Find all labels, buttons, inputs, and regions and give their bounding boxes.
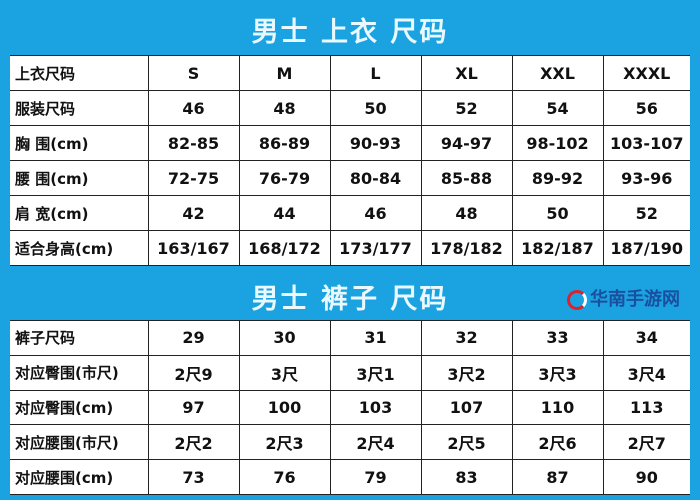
table-row: 裤子尺码 29 30 31 32 33 34 [10, 320, 690, 356]
table-cell: 100 [238, 389, 331, 426]
table-cell: 80-84 [329, 160, 422, 196]
table-cell: 76 [238, 459, 331, 495]
table-cell: 54 [511, 90, 604, 126]
table-cell: 187/190 [602, 230, 690, 266]
table-cell: 98-102 [511, 125, 604, 161]
table-cell: 3尺4 [602, 354, 690, 391]
table-cell: 50 [511, 195, 604, 231]
logo-icon [567, 290, 587, 310]
table-cell: 33 [511, 320, 604, 356]
table-cell: 163/167 [147, 230, 240, 266]
table-cell: 79 [329, 459, 422, 495]
watermark-logo: 华南手游网 [567, 289, 680, 311]
shirt-size-table: 上衣尺码 S M L XL XXL XXXL 服装尺码 46 48 50 52 54 56 胸 围(cm) 8… [10, 55, 690, 266]
table-cell: L [329, 55, 422, 91]
table-row: 肩 宽(cm) 42 44 46 48 50 52 [10, 195, 690, 231]
table-cell: 2尺6 [511, 424, 604, 461]
table-cell: 3尺3 [511, 354, 604, 391]
table-cell: 3尺2 [420, 354, 513, 391]
shirt-size-panel: 男士 上衣 尺码 上衣尺码 S M L XL XXL XXXL 服装尺码 46 48 50 52 54 5… [10, 10, 690, 266]
table-cell: 72-75 [147, 160, 240, 196]
table-cell: XXL [511, 55, 604, 91]
table-cell: 90-93 [329, 125, 422, 161]
pants-size-panel: 男士 裤子 尺码 裤子尺码 29 30 31 32 33 34 对应臀围(市尺) 2尺9 3尺 3尺… [10, 280, 690, 495]
pants-size-table: 裤子尺码 29 30 31 32 33 34 对应臀围(市尺) 2尺9 3尺 3尺1 3尺2 3尺3 3尺… [10, 320, 690, 495]
table-cell: 97 [147, 389, 240, 426]
table-cell: 110 [511, 389, 604, 426]
table-cell: 34 [602, 320, 690, 356]
table-cell: 48 [238, 90, 331, 126]
table-cell: 3尺 [238, 354, 331, 391]
row-label: 胸 围(cm) [10, 125, 149, 161]
table-cell: 182/187 [511, 230, 604, 266]
table-cell: 29 [147, 320, 240, 356]
table-cell: 42 [147, 195, 240, 231]
table-cell: 178/182 [420, 230, 513, 266]
table-cell: 83 [420, 459, 513, 495]
table-cell: 173/177 [329, 230, 422, 266]
row-label: 上衣尺码 [10, 55, 149, 91]
table-cell: 113 [602, 389, 690, 426]
table-row: 对应臀围(市尺) 2尺9 3尺 3尺1 3尺2 3尺3 3尺4 [10, 354, 690, 391]
table-cell: 46 [147, 90, 240, 126]
table-row: 服装尺码 46 48 50 52 54 56 [10, 90, 690, 126]
table-cell: 32 [420, 320, 513, 356]
watermark-text: 华南手游网 [590, 289, 680, 310]
table-cell: 86-89 [238, 125, 331, 161]
table-row: 对应臀围(cm) 97 100 103 107 110 113 [10, 389, 690, 426]
table-row: 对应腰围(市尺) 2尺2 2尺3 2尺4 2尺5 2尺6 2尺7 [10, 424, 690, 461]
table-cell: XXXL [602, 55, 690, 91]
row-label: 服装尺码 [10, 90, 149, 126]
table-cell: 2尺9 [147, 354, 240, 391]
table-cell: 48 [420, 195, 513, 231]
table-cell: 2尺7 [602, 424, 690, 461]
table-cell: 2尺2 [147, 424, 240, 461]
table-row: 上衣尺码 S M L XL XXL XXXL [10, 55, 690, 91]
table-cell: 73 [147, 459, 240, 495]
table-cell: 87 [511, 459, 604, 495]
table-cell: S [147, 55, 240, 91]
table-cell: 93-96 [602, 160, 690, 196]
table-cell: 94-97 [420, 125, 513, 161]
table-cell: 103-107 [602, 125, 690, 161]
row-label: 腰 围(cm) [10, 160, 149, 196]
table-cell: 85-88 [420, 160, 513, 196]
table-cell: 31 [329, 320, 422, 356]
row-label: 对应臀围(cm) [10, 389, 149, 426]
table-cell: 168/172 [238, 230, 331, 266]
row-label: 对应腰围(cm) [10, 459, 149, 495]
table-cell: 44 [238, 195, 331, 231]
table-cell: 46 [329, 195, 422, 231]
table-cell: 103 [329, 389, 422, 426]
table-cell: 52 [602, 195, 690, 231]
table-cell: 2尺4 [329, 424, 422, 461]
table-cell: 107 [420, 389, 513, 426]
table-cell: 2尺5 [420, 424, 513, 461]
table-row: 腰 围(cm) 72-75 76-79 80-84 85-88 89-92 93-96 [10, 160, 690, 196]
table-row: 适合身高(cm) 163/167 168/172 173/177 178/182 182/… [10, 230, 690, 266]
table-cell: XL [420, 55, 513, 91]
row-label: 对应臀围(市尺) [10, 354, 149, 391]
table-cell: 30 [238, 320, 331, 356]
table-cell: 56 [602, 90, 690, 126]
table-cell: 52 [420, 90, 513, 126]
table-cell: 2尺3 [238, 424, 331, 461]
shirt-size-title: 男士 上衣 尺码 [10, 10, 690, 55]
table-cell: 90 [602, 459, 690, 495]
row-label: 适合身高(cm) [10, 230, 149, 266]
table-cell: 50 [329, 90, 422, 126]
row-label: 裤子尺码 [10, 320, 149, 356]
row-label: 对应腰围(市尺) [10, 424, 149, 461]
table-cell: 89-92 [511, 160, 604, 196]
table-cell: 82-85 [147, 125, 240, 161]
table-row: 胸 围(cm) 82-85 86-89 90-93 94-97 98-102 103-107 [10, 125, 690, 161]
row-label: 肩 宽(cm) [10, 195, 149, 231]
table-row: 对应腰围(cm) 73 76 79 83 87 90 [10, 459, 690, 495]
table-cell: 76-79 [238, 160, 331, 196]
table-cell: 3尺1 [329, 354, 422, 391]
table-cell: M [238, 55, 331, 91]
